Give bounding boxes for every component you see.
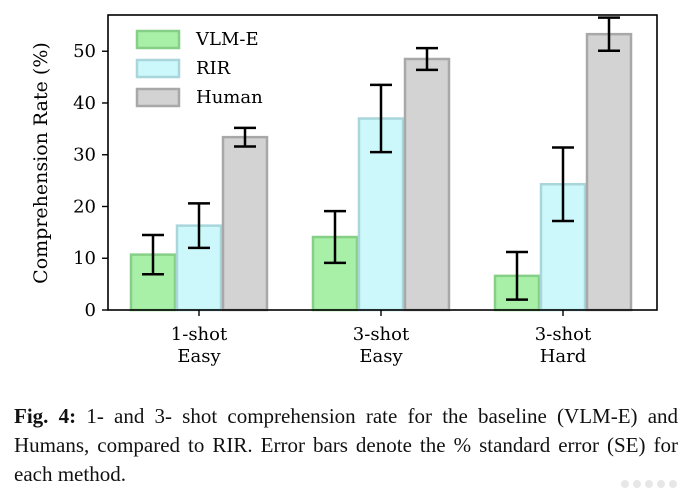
bar-human-2 (585, 32, 633, 312)
comprehension-rate-chart: 010203040501-shotEasy3-shotEasy3-shotHar… (30, 14, 658, 367)
bar-human-1 (403, 57, 451, 312)
x-tick-label-0-0: 1-shot (171, 324, 228, 345)
legend-swatch-vlm-e (135, 29, 181, 50)
y-tick-label-40: 40 (73, 93, 96, 114)
legend-swatch-human (135, 87, 181, 108)
y-tick-label-50: 50 (73, 41, 96, 62)
figure-caption: Fig. 4: 1- and 3- shot comprehension rat… (14, 402, 678, 489)
caption-label: Fig. 4: (14, 404, 77, 428)
plot-frame (107, 14, 658, 311)
legend-label-vlm-e: VLM-E (195, 29, 259, 50)
x-tick-label-1-0: 3-shot (353, 324, 410, 345)
legend: VLM-E RIR Human (135, 29, 263, 108)
legend-label-human: Human (196, 87, 263, 108)
watermark-dots (619, 476, 683, 490)
legend-label-rir: RIR (196, 58, 231, 79)
y-axis-label: Comprehension Rate (%) (30, 42, 52, 284)
legend-swatch-rir (135, 58, 181, 79)
bar-human-0 (221, 135, 269, 312)
axes-group: 010203040501-shotEasy3-shotEasy3-shotHar… (73, 14, 658, 367)
y-tick-label-20: 20 (73, 196, 96, 217)
x-tick-label-2-0: 3-shot (535, 324, 592, 345)
x-tick-label-2-1: Hard (540, 346, 587, 367)
y-tick-label-30: 30 (73, 145, 96, 166)
y-tick-label-0: 0 (85, 300, 96, 321)
bar-rir-0 (175, 224, 223, 312)
x-tick-label-1-1: Easy (359, 346, 403, 367)
x-tick-label-0-1: Easy (177, 346, 221, 367)
caption-text: 1- and 3- shot comprehension rate for th… (14, 404, 679, 486)
error-bars-group (142, 16, 620, 301)
y-tick-label-10: 10 (73, 248, 96, 269)
